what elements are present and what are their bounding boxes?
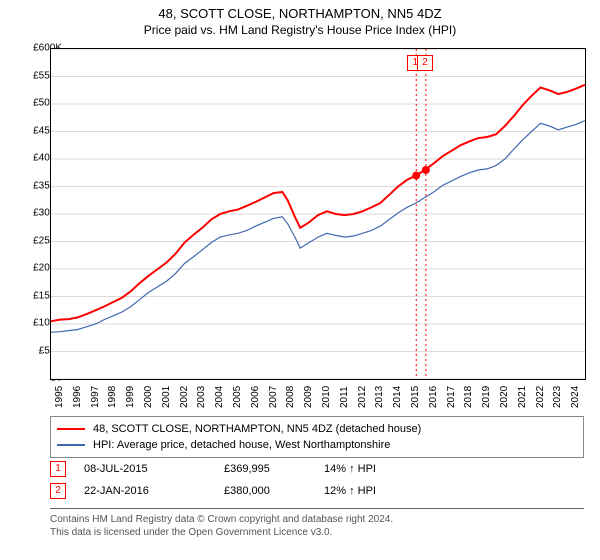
plot-svg [51, 49, 585, 379]
x-tick-label: 2024 [570, 386, 581, 408]
legend-swatch-2 [57, 444, 85, 446]
x-tick-label: 2000 [143, 386, 154, 408]
row-date-1: 08-JUL-2015 [84, 463, 224, 475]
series-line [51, 121, 585, 333]
x-tick-label: 2010 [321, 386, 332, 408]
x-tick-label: 2004 [214, 386, 225, 408]
x-tick-label: 2008 [285, 386, 296, 408]
sale-dot [422, 166, 430, 174]
chart-title: 48, SCOTT CLOSE, NORTHAMPTON, NN5 4DZ [0, 0, 600, 21]
x-tick-label: 2002 [179, 386, 190, 408]
x-tick-label: 2013 [374, 386, 385, 408]
x-tick-label: 2019 [481, 386, 492, 408]
x-tick-label: 1995 [54, 386, 65, 408]
x-tick-label: 2005 [232, 386, 243, 408]
x-tick-label: 2016 [428, 386, 439, 408]
row-price-1: £369,995 [224, 463, 324, 475]
x-tick-label: 2018 [463, 386, 474, 408]
legend-label-1: 48, SCOTT CLOSE, NORTHAMPTON, NN5 4DZ (d… [93, 423, 421, 435]
footer-line-1: Contains HM Land Registry data © Crown c… [50, 513, 584, 526]
x-tick-label: 2001 [161, 386, 172, 408]
x-tick-label: 2012 [357, 386, 368, 408]
legend-swatch-1 [57, 428, 85, 430]
x-tick-label: 2011 [339, 386, 350, 408]
x-tick-label: 2007 [268, 386, 279, 408]
row-pct-2: 12% ↑ HPI [324, 485, 424, 497]
legend-row-2: HPI: Average price, detached house, West… [57, 437, 577, 453]
x-tick-label: 2014 [392, 386, 403, 408]
x-tick-label: 2021 [517, 386, 528, 408]
x-tick-label: 2003 [196, 386, 207, 408]
table-row: 1 08-JUL-2015 £369,995 14% ↑ HPI [50, 458, 584, 480]
row-pct-1: 14% ↑ HPI [324, 463, 424, 475]
row-price-2: £380,000 [224, 485, 324, 497]
table-row: 2 22-JAN-2016 £380,000 12% ↑ HPI [50, 480, 584, 502]
series-line [51, 85, 585, 321]
x-tick-label: 1999 [125, 386, 136, 408]
legend: 48, SCOTT CLOSE, NORTHAMPTON, NN5 4DZ (d… [50, 416, 584, 458]
row-date-2: 22-JAN-2016 [84, 485, 224, 497]
x-tick-label: 1998 [107, 386, 118, 408]
chart-container: 48, SCOTT CLOSE, NORTHAMPTON, NN5 4DZ Pr… [0, 0, 600, 560]
legend-row-1: 48, SCOTT CLOSE, NORTHAMPTON, NN5 4DZ (d… [57, 421, 577, 437]
row-marker-2: 2 [50, 483, 66, 499]
sale-dot [412, 172, 420, 180]
sale-marker-box: 2 [417, 55, 433, 71]
row-marker-1: 1 [50, 461, 66, 477]
x-tick-label: 2023 [552, 386, 563, 408]
x-tick-label: 1996 [72, 386, 83, 408]
x-tick-label: 1997 [90, 386, 101, 408]
x-tick-label: 2009 [303, 386, 314, 408]
x-tick-label: 2015 [410, 386, 421, 408]
footer: Contains HM Land Registry data © Crown c… [50, 508, 584, 539]
legend-label-2: HPI: Average price, detached house, West… [93, 439, 390, 451]
x-tick-label: 2017 [446, 386, 457, 408]
x-tick-label: 2020 [499, 386, 510, 408]
plot-area [50, 48, 586, 380]
chart-subtitle: Price paid vs. HM Land Registry's House … [0, 21, 600, 41]
footer-line-2: This data is licensed under the Open Gov… [50, 526, 584, 539]
x-tick-label: 2022 [535, 386, 546, 408]
sales-table: 1 08-JUL-2015 £369,995 14% ↑ HPI 2 22-JA… [50, 458, 584, 502]
x-tick-label: 2006 [250, 386, 261, 408]
